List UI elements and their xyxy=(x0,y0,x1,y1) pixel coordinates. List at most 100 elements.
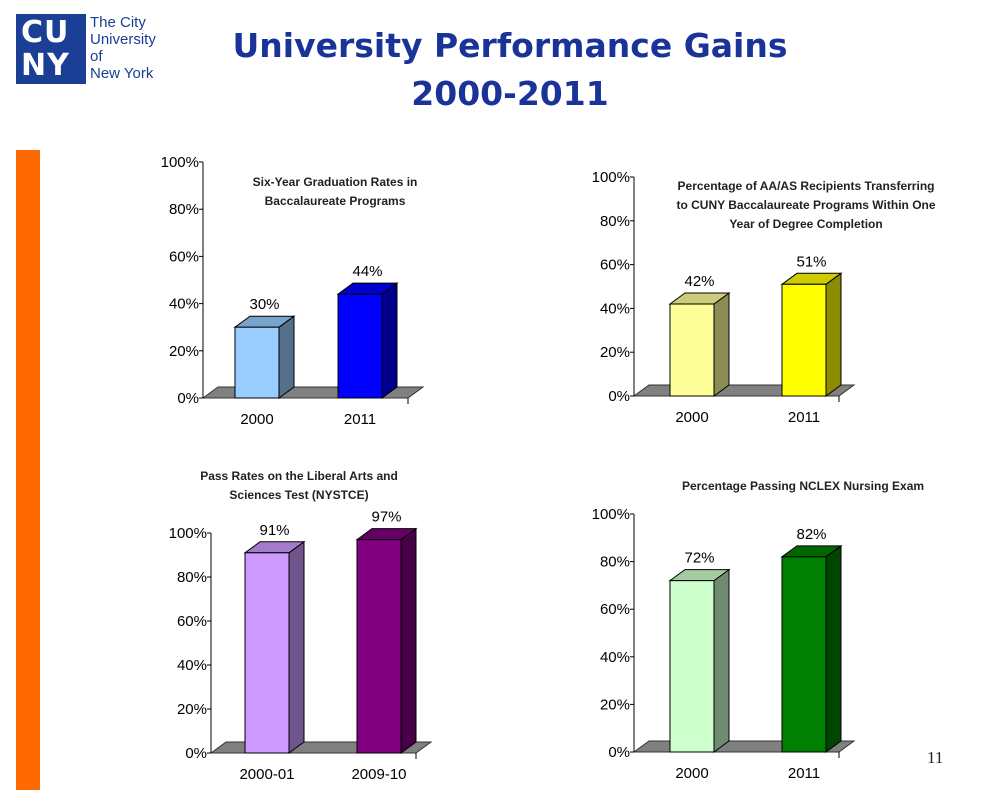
bar-front xyxy=(781,283,827,397)
y-tick-label: 20% xyxy=(600,696,630,713)
y-tick-label: 60% xyxy=(169,248,199,265)
y-tick-label: 40% xyxy=(600,300,630,317)
bar-top xyxy=(336,282,399,295)
y-tick-label: 40% xyxy=(177,657,207,674)
y-tick-label: 80% xyxy=(177,569,207,586)
bar-side xyxy=(288,540,305,754)
bar-top xyxy=(233,315,296,328)
bar-top xyxy=(355,528,418,541)
chart-title-line: Pass Rates on the Liberal Arts and xyxy=(200,469,398,483)
y-tick-label: 80% xyxy=(600,554,630,571)
logo-mark-line: CU xyxy=(21,15,70,50)
bar-front xyxy=(337,293,383,399)
y-tick-label: 100% xyxy=(592,506,630,523)
x-tick-label: 2009-10 xyxy=(351,766,406,783)
y-tick-label: 40% xyxy=(600,649,630,666)
y-tick-label: 0% xyxy=(608,388,630,405)
bar-front xyxy=(669,580,715,753)
chart-2: Percentage of AA/AS Recipients Transferr… xyxy=(592,169,936,426)
y-tick-label: 100% xyxy=(592,169,630,186)
chart-title-line: Sciences Test (NYSTCE) xyxy=(229,488,368,502)
data-label: 51% xyxy=(796,253,826,270)
bar-top xyxy=(668,569,731,582)
chart-floor xyxy=(632,740,856,753)
bar-2011 xyxy=(780,544,843,753)
chart-title: Six-Year Graduation Rates in Baccalaureat… xyxy=(253,175,418,208)
bar-front xyxy=(234,326,280,399)
bar-2000-01 xyxy=(243,540,306,754)
logo-mark: CU NY xyxy=(16,14,86,84)
chart-title: Pass Rates on the Liberal Arts and Scienc… xyxy=(200,469,398,502)
logo-wordmark: The City University of New York xyxy=(90,14,156,82)
bar-side xyxy=(825,272,842,397)
logo-text-line: New York xyxy=(90,65,154,82)
slide-title: University Performance Gains 2000-2011 xyxy=(200,22,820,118)
bar-side xyxy=(278,315,295,399)
y-tick-label: 20% xyxy=(177,701,207,718)
y-tick-label: 0% xyxy=(608,744,630,761)
slide-title-line: 2000-2011 xyxy=(411,74,609,113)
bar-side xyxy=(400,527,417,754)
bar-front xyxy=(356,539,402,754)
data-label: 97% xyxy=(371,509,401,526)
x-tick-label: 2000 xyxy=(675,765,708,782)
bar-side xyxy=(381,282,398,399)
y-tick-label: 20% xyxy=(600,344,630,361)
y-tick-label: 80% xyxy=(600,213,630,230)
bar-top xyxy=(780,272,843,285)
y-tick-label: 0% xyxy=(177,390,199,407)
y-tick-label: 100% xyxy=(161,154,199,171)
bar-2000 xyxy=(668,292,731,397)
logo-text-line: of xyxy=(90,48,103,65)
page-number: 11 xyxy=(927,748,944,767)
chart-title: Percentage of AA/AS Recipients Transferr… xyxy=(676,179,935,231)
accent-bar xyxy=(16,150,40,790)
bar-2011 xyxy=(780,272,843,397)
chart-floor xyxy=(209,741,433,754)
chart-3: Pass Rates on the Liberal Arts and Scienc… xyxy=(169,469,433,783)
x-tick-label: 2000-01 xyxy=(239,766,294,783)
logo-text-line: The City xyxy=(90,14,146,31)
chart-title: Percentage Passing NCLEX Nursing Exam xyxy=(682,479,924,493)
y-tick-label: 100% xyxy=(169,525,207,542)
bar-top xyxy=(668,292,731,305)
bar-2000 xyxy=(668,568,731,753)
chart-title-line: Year of Degree Completion xyxy=(729,217,882,231)
x-tick-label: 2011 xyxy=(788,765,820,782)
x-tick-label: 2011 xyxy=(788,409,820,426)
data-label: 82% xyxy=(796,526,826,543)
data-label: 42% xyxy=(684,273,714,290)
bar-top xyxy=(780,545,843,558)
slide-title-line: University Performance Gains xyxy=(232,26,788,65)
y-tick-label: 20% xyxy=(169,343,199,360)
chart-title-line: to CUNY Baccalaureate Programs Within On… xyxy=(676,198,935,212)
bar-top xyxy=(243,541,306,554)
bar-side xyxy=(825,544,842,753)
y-tick-label: 60% xyxy=(600,601,630,618)
data-label: 44% xyxy=(352,263,382,280)
logo-text-line: University xyxy=(90,31,156,48)
cuny-logo: CU NY The City University of New York xyxy=(16,14,166,86)
chart-title-line: Percentage Passing NCLEX Nursing Exam xyxy=(682,479,924,493)
logo-mark-line: NY xyxy=(21,48,70,83)
y-tick-label: 60% xyxy=(600,257,630,274)
chart-title-line: Baccalaureate Programs xyxy=(265,194,406,208)
chart-floor xyxy=(632,384,856,397)
bar-front xyxy=(781,556,827,753)
y-tick-label: 60% xyxy=(177,613,207,630)
y-tick-label: 40% xyxy=(169,296,199,313)
y-tick-label: 0% xyxy=(185,745,207,762)
bar-front xyxy=(244,552,290,754)
chart-title-line: Percentage of AA/AS Recipients Transferr… xyxy=(678,179,935,193)
bar-2009-10 xyxy=(355,527,418,754)
chart-floor xyxy=(201,386,425,399)
x-tick-label: 2011 xyxy=(344,411,376,428)
bar-side xyxy=(713,292,730,397)
data-label: 91% xyxy=(259,522,289,539)
bar-side xyxy=(713,568,730,753)
x-tick-label: 2000 xyxy=(675,409,708,426)
bar-2011 xyxy=(336,282,399,399)
data-label: 72% xyxy=(684,550,714,567)
